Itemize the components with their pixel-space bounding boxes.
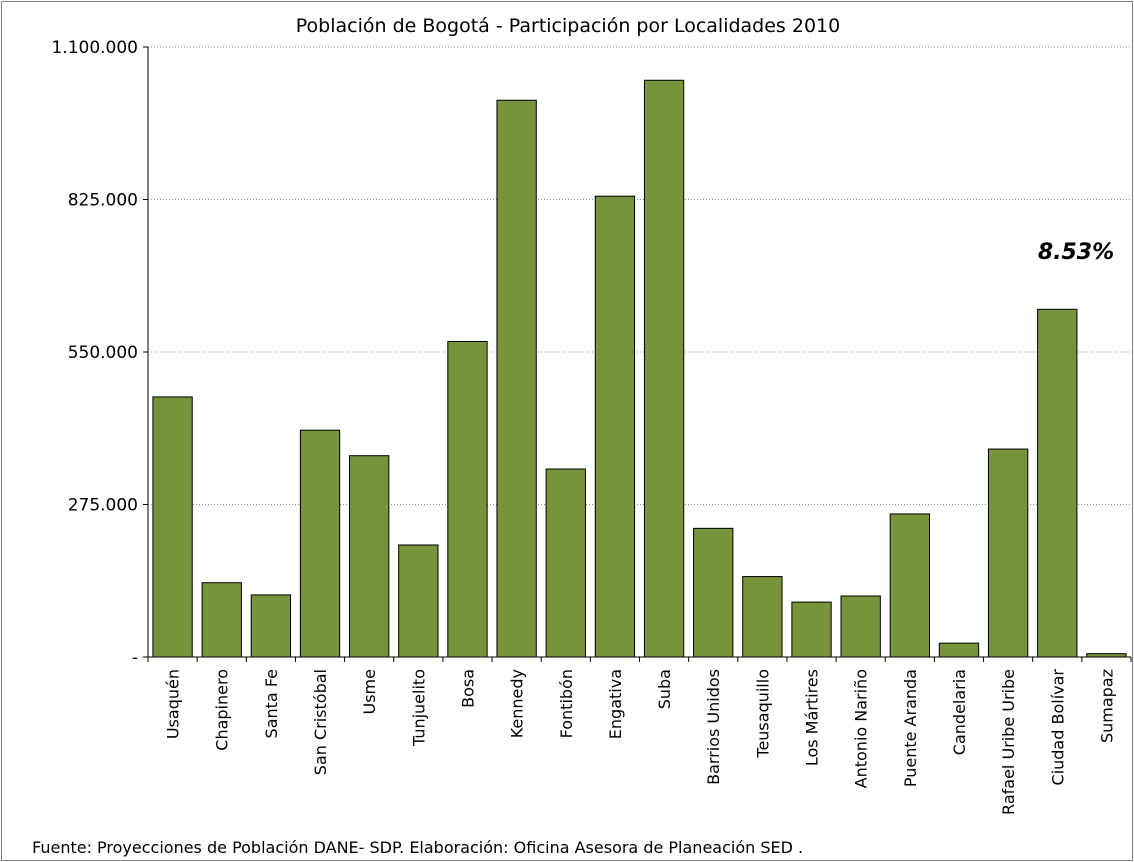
x-tick-label: San Cristóbal — [311, 669, 330, 775]
x-tick-label: Los Mártires — [803, 669, 822, 766]
x-tick-label: Santa Fe — [262, 669, 281, 738]
y-tick-label: 275.000 — [68, 496, 138, 516]
source-note: Fuente: Proyecciones de Población DANE- … — [32, 838, 804, 857]
x-tick-label: Engativa — [606, 669, 625, 739]
bar-chapinero — [201, 582, 242, 658]
bar-rafael-uribe-uribe — [987, 448, 1029, 658]
x-tick-label: Teusaquillo — [753, 669, 772, 759]
bar-puente-aranda — [889, 513, 930, 658]
bar-usaquén — [152, 396, 193, 658]
bar-kennedy — [496, 99, 537, 658]
x-tick-label: Usaquén — [164, 669, 183, 739]
x-tick-label: Suba — [655, 669, 674, 709]
annotation-percent: 8.53% — [1038, 240, 1114, 265]
bar-los-mártires — [791, 601, 832, 658]
bar-ciudad-bolívar — [1037, 308, 1078, 658]
y-tick-label: 550.000 — [68, 343, 138, 363]
y-tick-label: 1.100.000 — [51, 38, 138, 58]
bar-usme — [349, 455, 390, 658]
bar-teusaquillo — [742, 576, 783, 658]
x-tick-label: Barrios Unidos — [704, 669, 723, 785]
y-tick-label: 825.000 — [68, 191, 138, 211]
bar-santa-fe — [250, 594, 292, 658]
bar-candelaria — [938, 642, 980, 658]
x-tick-label: Puente Aranda — [901, 669, 920, 787]
x-tick-label: Chapinero — [213, 669, 232, 751]
bar-san-cristóbal — [299, 429, 341, 658]
bar-engativa — [594, 195, 636, 658]
bar-bosa — [447, 340, 488, 658]
bar-tunjuelito — [398, 544, 439, 658]
x-tick-label: Candelaria — [950, 669, 969, 755]
y-tick-label: - — [132, 648, 138, 668]
x-tick-label: Usme — [360, 669, 379, 714]
gridlines — [148, 46, 1131, 505]
x-tick-label: Sumapaz — [1097, 669, 1116, 743]
axes: - 275.000 550.000 825.000 1.100.000 Usaquén Ch… — [51, 38, 1132, 815]
x-tick-label: Ciudad Bolívar — [1048, 669, 1067, 786]
x-tick-label: Fontibón — [557, 669, 576, 738]
x-tick-label: Rafael Uribe Uribe — [999, 669, 1018, 815]
bar-antonio-nariño — [840, 595, 881, 658]
x-tick-label: Antonio Nariño — [852, 669, 871, 788]
x-tick-label: Kennedy — [508, 669, 527, 738]
chart-title: Población de Bogotá - Participación por … — [296, 15, 840, 37]
bar-fontibón — [545, 468, 586, 658]
x-tick-label: Bosa — [458, 669, 477, 708]
bar-suba — [643, 79, 685, 658]
x-tick-label: Tunjuelito — [409, 669, 428, 747]
bars — [152, 79, 1127, 658]
bar-barrios-unidos — [693, 527, 734, 658]
